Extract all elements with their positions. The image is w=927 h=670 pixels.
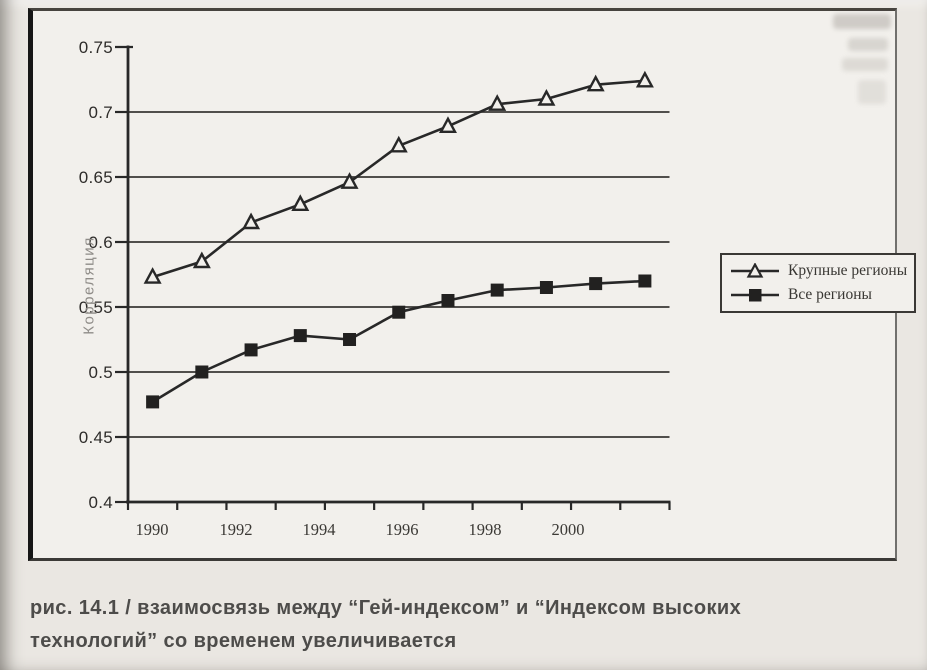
- marker-square: [441, 294, 455, 307]
- series-all-regions-line: [151, 279, 645, 404]
- y-tick-label: 0.6: [88, 233, 113, 252]
- x-tick-label: 1994: [302, 520, 336, 539]
- caption-line-1: рис. 14.1 / взаимосвязь между “Гей-индек…: [30, 597, 742, 619]
- marker-square: [195, 365, 209, 379]
- legend-item-all-regions: Все регионы: [729, 286, 910, 304]
- y-tick-label: 0.4: [88, 493, 113, 512]
- y-axis-title: Корреляция: [80, 236, 98, 335]
- y-tick-label: 0.75: [78, 38, 113, 57]
- marker-triangle: [537, 88, 556, 106]
- legend-item-large-regions: Крупные регионы: [729, 262, 910, 280]
- marker-triangle: [488, 94, 507, 111]
- marker-square: [392, 305, 406, 319]
- legend-label-all-regions: Все регионы: [788, 286, 872, 303]
- marker-triangle: [192, 251, 211, 269]
- marker-square: [244, 343, 258, 357]
- marker-square: [589, 277, 603, 291]
- marker-triangle: [340, 172, 359, 189]
- legend: Крупные регионы Все регионы: [720, 253, 916, 313]
- chart-frame: 0.4 0.45 0.5 0.55 0.6 0.65 0.7 0.75 1990 1992 199…: [28, 8, 916, 561]
- marker-square: [539, 281, 553, 294]
- marker-triangle: [635, 70, 654, 88]
- x-tick-label: 1990: [135, 520, 169, 539]
- series-large-regions-line: [152, 79, 645, 279]
- square-marker-icon: [731, 289, 779, 302]
- marker-square: [293, 329, 307, 343]
- marker-square: [343, 333, 357, 346]
- y-tick-label: 0.55: [78, 298, 113, 317]
- marker-square: [638, 274, 652, 288]
- marker-triangle: [242, 212, 261, 230]
- triangle-marker-icon: [731, 263, 779, 278]
- marker-triangle: [143, 267, 162, 284]
- marker-triangle: [586, 74, 605, 92]
- marker-square: [146, 395, 160, 409]
- marker-triangle: [389, 135, 408, 153]
- caption-line-2: технологий” со временем увеличивается: [30, 630, 457, 652]
- x-tick-label: 1998: [468, 520, 502, 539]
- marker-triangle: [438, 116, 457, 134]
- x-tick-label: 1996: [385, 520, 419, 539]
- x-tick-label: 1992: [219, 520, 253, 539]
- marker-square: [490, 283, 504, 297]
- x-tick-label: 2000: [551, 520, 585, 539]
- y-tick-label: 0.45: [78, 428, 113, 447]
- legend-label-large-regions: Крупные регионы: [788, 262, 908, 279]
- plot-area: [115, 45, 671, 510]
- y-tick-label: 0.65: [78, 168, 113, 187]
- y-tick-label: 0.7: [88, 103, 113, 122]
- y-tick-label: 0.5: [88, 363, 113, 382]
- figure-caption: рис. 14.1 / взаимосвязь между “Гей-индек…: [30, 592, 890, 658]
- marker-triangle: [291, 194, 310, 212]
